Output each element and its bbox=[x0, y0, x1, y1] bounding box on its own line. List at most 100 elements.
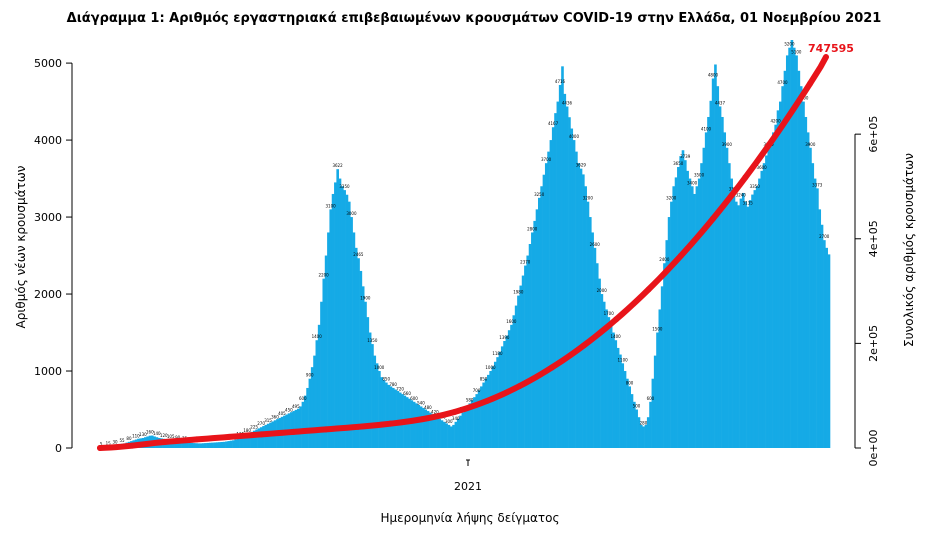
bar bbox=[206, 442, 210, 448]
bar-value-label: 700 bbox=[473, 388, 481, 393]
bar bbox=[600, 294, 604, 448]
bar-value-label: 1100 bbox=[617, 357, 628, 362]
bar-value-label: 55 bbox=[119, 438, 125, 443]
bar bbox=[693, 193, 696, 448]
bar bbox=[350, 217, 353, 448]
bar-value-label: 30 bbox=[113, 440, 119, 445]
bar bbox=[317, 324, 321, 448]
bar-value-label: 3400 bbox=[687, 180, 698, 185]
bar bbox=[788, 47, 791, 448]
bar-value-label: 15 bbox=[106, 441, 112, 446]
bar bbox=[542, 174, 546, 448]
bar bbox=[584, 186, 587, 448]
bar bbox=[387, 384, 390, 448]
bar bbox=[619, 354, 622, 448]
bar bbox=[818, 209, 822, 448]
bar bbox=[296, 408, 300, 448]
bar bbox=[313, 355, 316, 448]
bar-value-label: 850 bbox=[382, 377, 390, 382]
bar bbox=[823, 240, 826, 448]
bar bbox=[728, 163, 731, 449]
bar bbox=[336, 169, 339, 448]
bar-value-label: 1400 bbox=[611, 334, 622, 339]
bar bbox=[575, 151, 578, 449]
bar bbox=[218, 442, 221, 448]
bar bbox=[535, 209, 539, 448]
bar-value-label: 270 bbox=[257, 421, 265, 426]
bar bbox=[299, 406, 302, 448]
bar bbox=[373, 355, 377, 448]
bar bbox=[792, 47, 796, 448]
bar bbox=[243, 435, 247, 448]
bar-value-label: 3629 bbox=[576, 163, 587, 168]
bar-value-label: 2800 bbox=[527, 226, 538, 231]
bar bbox=[695, 186, 699, 448]
bar bbox=[753, 190, 757, 448]
bar bbox=[741, 192, 745, 448]
bar bbox=[246, 434, 249, 448]
bar bbox=[716, 86, 720, 448]
bar bbox=[334, 182, 337, 448]
bar bbox=[554, 113, 557, 448]
bar bbox=[380, 377, 384, 448]
bar bbox=[570, 128, 574, 448]
bar bbox=[653, 355, 657, 448]
bar-value-label: 3350 bbox=[750, 184, 761, 189]
bar bbox=[396, 391, 400, 448]
y-left-tick-label: 5000 bbox=[34, 57, 62, 70]
bar bbox=[779, 101, 782, 449]
bar bbox=[220, 441, 224, 448]
bar-value-label: 130 bbox=[139, 432, 147, 437]
bar bbox=[308, 378, 312, 448]
bar bbox=[633, 401, 636, 448]
bar-value-label: 3622 bbox=[332, 163, 343, 168]
cumulative-point bbox=[613, 316, 620, 323]
bar bbox=[468, 403, 472, 448]
bar bbox=[565, 106, 569, 449]
bar-value-label: 3500 bbox=[694, 173, 705, 178]
bar bbox=[656, 332, 659, 448]
cumulative-point bbox=[290, 428, 297, 435]
y-left-tick-label: 3000 bbox=[34, 211, 62, 224]
bar bbox=[250, 431, 254, 448]
bar bbox=[484, 378, 488, 448]
bar-value-label: 2370 bbox=[520, 260, 531, 265]
bar bbox=[783, 70, 787, 448]
bar bbox=[329, 209, 333, 448]
bar bbox=[195, 443, 198, 448]
cumulative-point bbox=[581, 342, 587, 349]
bar-value-label: 3200 bbox=[583, 196, 594, 201]
cumulative-point bbox=[774, 129, 781, 136]
cumulative-point bbox=[129, 442, 136, 449]
bar bbox=[547, 151, 550, 449]
y-right-tick-label: 0e+00 bbox=[867, 430, 880, 467]
bar bbox=[827, 254, 831, 448]
bar bbox=[725, 147, 729, 448]
bar bbox=[417, 404, 421, 448]
bar bbox=[524, 265, 527, 448]
bar bbox=[820, 224, 824, 448]
bar bbox=[593, 247, 597, 448]
bar bbox=[730, 178, 733, 448]
bar-value-label: 600 bbox=[647, 396, 655, 401]
bar-value-label: 280 bbox=[640, 420, 648, 425]
bar-value-label: 660 bbox=[403, 391, 411, 396]
bar bbox=[174, 440, 177, 448]
bar bbox=[519, 285, 523, 448]
bar bbox=[211, 442, 214, 448]
bar bbox=[493, 361, 497, 448]
x-axis: 2021 bbox=[454, 459, 482, 493]
bar bbox=[422, 407, 425, 448]
bar bbox=[751, 194, 754, 448]
bar bbox=[445, 423, 448, 448]
bar bbox=[181, 441, 184, 448]
bar-value-label: 1600 bbox=[506, 319, 517, 324]
bar-value-label: 1000 bbox=[374, 365, 385, 370]
cumulative-point bbox=[387, 420, 394, 427]
bar bbox=[714, 64, 717, 448]
bar-value-label: 780 bbox=[389, 382, 397, 387]
bar bbox=[371, 344, 374, 448]
bar bbox=[558, 84, 562, 449]
bar bbox=[301, 401, 305, 448]
